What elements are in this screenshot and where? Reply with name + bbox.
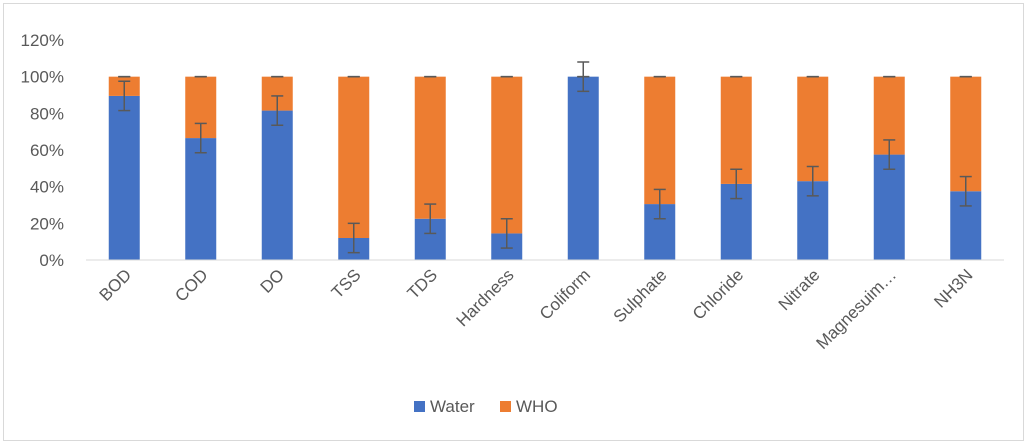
bar-who-11 bbox=[950, 76, 982, 192]
legend-swatch bbox=[414, 401, 425, 412]
bar-who-9 bbox=[797, 76, 829, 182]
x-category-label: Hardness bbox=[453, 265, 518, 330]
bar-who-4 bbox=[414, 76, 446, 219]
legend-label: WHO bbox=[516, 397, 558, 416]
legend-item-who: WHO bbox=[500, 397, 558, 416]
bar-water-1 bbox=[185, 138, 217, 260]
x-category-label: BOD bbox=[96, 265, 135, 304]
error-bar-water-4 bbox=[424, 203, 437, 235]
x-category-label: Chloride bbox=[689, 265, 747, 323]
bar-water-2 bbox=[261, 110, 293, 260]
x-category-label: COD bbox=[171, 265, 211, 305]
legend-label: Water bbox=[430, 397, 475, 416]
bar-who-5 bbox=[491, 76, 523, 234]
y-tick-label: 60% bbox=[30, 141, 64, 160]
bar-water-10 bbox=[873, 154, 905, 260]
error-bar-water-11 bbox=[959, 175, 972, 207]
error-bar-water-7 bbox=[653, 188, 666, 220]
error-bar-water-9 bbox=[806, 165, 819, 197]
error-bar-water-1 bbox=[194, 122, 207, 154]
bar-water-0 bbox=[108, 95, 140, 261]
y-tick-label: 20% bbox=[30, 214, 64, 233]
y-tick-label: 80% bbox=[30, 104, 64, 123]
x-category-label: Sulphate bbox=[610, 265, 671, 326]
error-bars bbox=[118, 61, 972, 254]
bar-water-6 bbox=[567, 76, 599, 261]
chart-frame: 0% 20% 40% 60% 80% 100% 120% BOD COD DO TSS TDS Har… bbox=[3, 3, 1024, 441]
bar-who-3 bbox=[338, 76, 370, 239]
x-category-label: Nitrate bbox=[775, 265, 824, 314]
error-bar-water-2 bbox=[271, 95, 284, 126]
x-category-label: Magnesuim… bbox=[812, 265, 900, 353]
x-category-label: DO bbox=[257, 265, 288, 296]
error-bar-water-8 bbox=[730, 168, 743, 200]
bars bbox=[108, 76, 982, 261]
error-bar-water-3 bbox=[347, 222, 360, 254]
x-axis-labels: BOD COD DO TSS TDS Hardness Coliform Sulphate Ch… bbox=[96, 265, 977, 353]
error-bar-water-10 bbox=[883, 139, 896, 170]
y-axis: 0% 20% 40% 60% 80% 100% 120% bbox=[21, 31, 64, 270]
bar-who-8 bbox=[720, 76, 752, 184]
y-tick-label: 40% bbox=[30, 178, 64, 197]
legend-item-water: Water bbox=[414, 397, 475, 416]
legend: Water WHO bbox=[414, 397, 558, 416]
y-tick-label: 0% bbox=[39, 251, 64, 270]
x-category-label: Coliform bbox=[536, 265, 594, 323]
legend-swatch bbox=[500, 401, 511, 412]
error-bar-water-5 bbox=[500, 218, 513, 249]
stacked-bar-chart: 0% 20% 40% 60% 80% 100% 120% BOD COD DO TSS TDS Har… bbox=[21, 31, 1004, 416]
x-category-label: NH3N bbox=[930, 265, 976, 311]
y-tick-label: 100% bbox=[21, 68, 64, 87]
error-bar-water-0 bbox=[118, 80, 131, 112]
bar-who-7 bbox=[644, 76, 676, 205]
y-tick-label: 120% bbox=[21, 31, 64, 50]
x-category-label: TSS bbox=[328, 265, 365, 302]
x-category-label: TDS bbox=[404, 265, 441, 302]
